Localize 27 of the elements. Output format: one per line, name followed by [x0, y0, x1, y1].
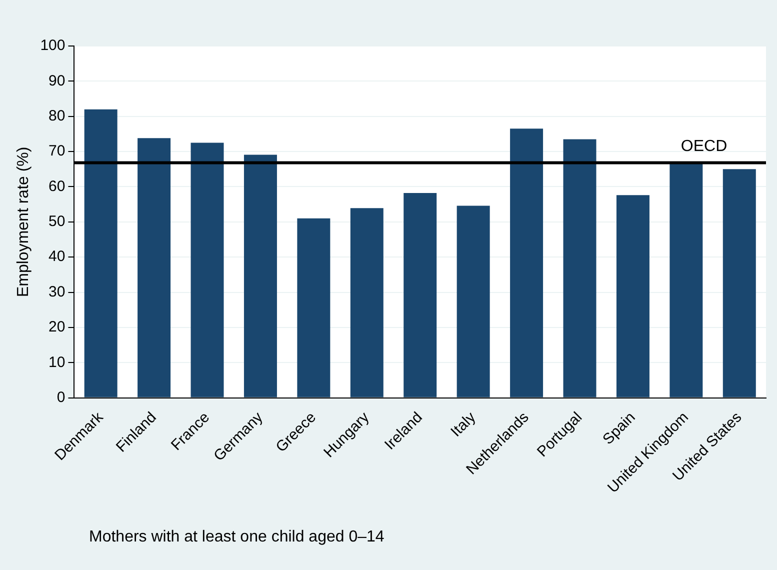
bar: [244, 154, 277, 398]
text: Mothers with at least one child aged 0–14: [89, 528, 384, 546]
bar: [190, 142, 224, 398]
bar: [84, 109, 118, 398]
ref-line-label: OECD: [680, 138, 728, 156]
y-axis-title: Employment rate (%): [15, 146, 32, 298]
y-tick-label: 30: [48, 283, 66, 300]
bar: [510, 128, 544, 398]
bar: [138, 138, 171, 398]
bar: [456, 206, 490, 398]
y-tick-label: 60: [48, 178, 66, 195]
y-tick-label: 70: [48, 142, 66, 160]
bar: [616, 195, 650, 398]
y-tick-label: 0: [56, 388, 66, 406]
bar: [722, 169, 756, 398]
bar: [670, 163, 703, 398]
bar: [350, 208, 384, 398]
y-tick-label: 100: [40, 37, 66, 54]
y-tick-label: 20: [48, 318, 66, 336]
y-tick-label: 10: [48, 354, 66, 371]
bar: [404, 193, 437, 398]
y-tick-label: 90: [48, 72, 66, 90]
bar: [563, 139, 596, 398]
bar: [297, 218, 330, 398]
y-tick-label: 80: [48, 108, 66, 124]
y-tick-label: 50: [48, 213, 66, 230]
y-tick-label: 40: [48, 248, 66, 266]
